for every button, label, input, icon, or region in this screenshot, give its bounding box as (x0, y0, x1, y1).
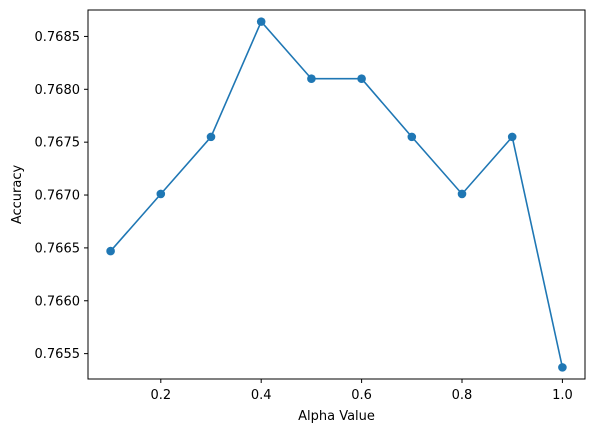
x-tick-label: 0.6 (351, 388, 372, 403)
data-point (156, 190, 165, 199)
x-tick-label: 0.8 (452, 388, 473, 403)
data-point (408, 133, 417, 142)
y-tick-label: 0.7665 (35, 241, 81, 256)
x-tick-label: 1.0 (552, 388, 573, 403)
y-tick-label: 0.7685 (35, 30, 81, 45)
y-tick-label: 0.7660 (35, 294, 81, 309)
y-axis-ticks: 0.7655 0.7660 0.7665 0.7670 0.7675 0.7680 0.76… (35, 30, 89, 362)
data-point (357, 74, 366, 83)
data-point (207, 133, 216, 142)
y-axis-label: Accuracy (10, 165, 25, 225)
y-tick-label: 0.7680 (35, 83, 81, 98)
data-point (106, 247, 115, 256)
data-point (558, 363, 567, 372)
x-axis-ticks: 0.2 0.4 0.6 0.8 1.0 (150, 379, 572, 403)
x-tick-label: 0.4 (251, 388, 272, 403)
data-point (508, 133, 517, 142)
data-point (458, 190, 467, 199)
data-point (307, 74, 316, 83)
y-tick-label: 0.7655 (35, 347, 81, 362)
y-tick-label: 0.7675 (35, 136, 81, 151)
x-axis-label: Alpha Value (298, 409, 375, 424)
data-point (257, 17, 266, 26)
y-tick-label: 0.7670 (35, 189, 81, 204)
x-tick-label: 0.2 (150, 388, 171, 403)
